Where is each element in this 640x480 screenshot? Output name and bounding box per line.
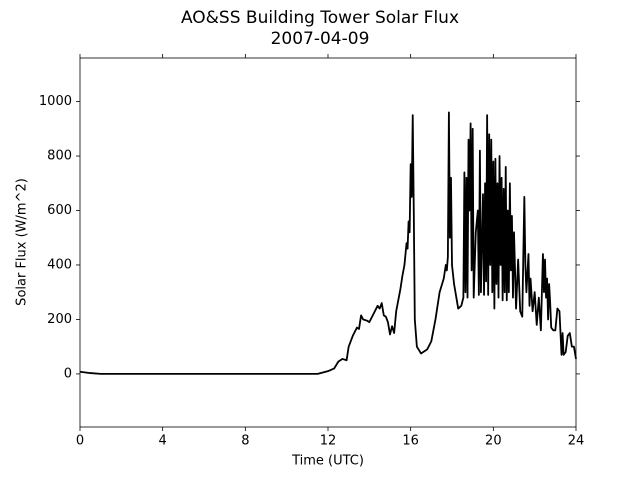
chart-title: AO&SS Building Tower Solar Flux (181, 8, 459, 28)
y-tick-label: 1000 (39, 94, 72, 109)
y-tick-label: 800 (47, 149, 72, 164)
y-axis-label: Solar Flux (W/m^2) (15, 178, 30, 306)
x-axis-label: Time (UTC) (291, 454, 364, 469)
x-tick-label: 24 (568, 434, 585, 449)
x-tick-label: 16 (402, 434, 419, 449)
chart-subtitle: 2007-04-09 (271, 29, 370, 49)
x-tick-label: 4 (159, 434, 167, 449)
x-tick-label: 0 (76, 434, 84, 449)
x-tick-label: 8 (241, 434, 249, 449)
y-tick-label: 0 (64, 366, 72, 381)
data-line (79, 111, 577, 375)
y-tick-label: 600 (47, 203, 72, 218)
x-tick-label: 20 (485, 434, 502, 449)
x-tick-label: 12 (320, 434, 337, 449)
plot-frame (79, 57, 577, 428)
y-tick-label: 400 (47, 257, 72, 272)
y-tick-label: 200 (47, 312, 72, 327)
